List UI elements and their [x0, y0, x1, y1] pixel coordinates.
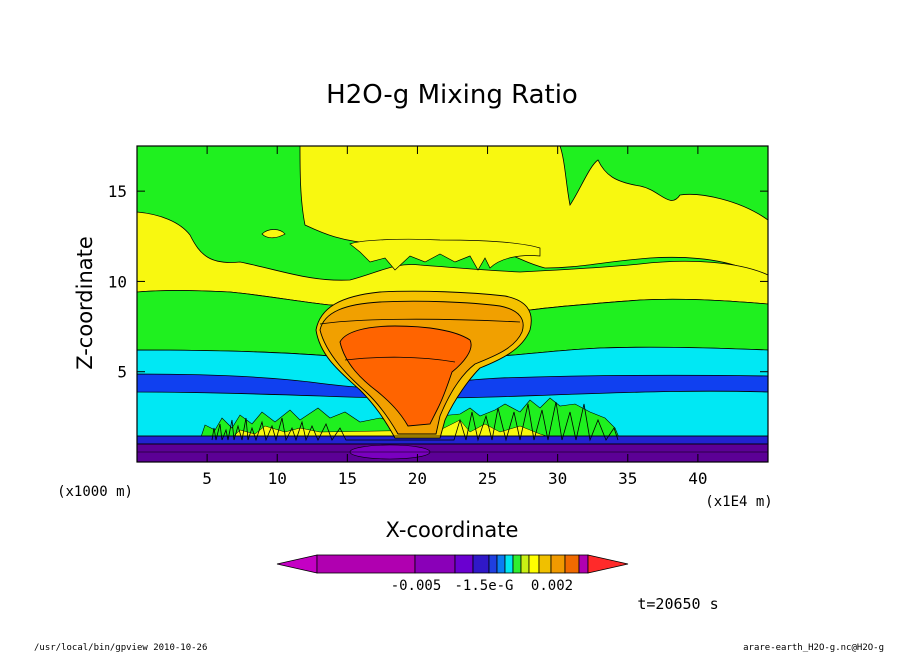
footer-left: /usr/local/bin/gpview 2010-10-26 — [34, 643, 207, 653]
x-tick-label: 10 — [268, 469, 287, 488]
anvil-red-orange — [339, 325, 472, 427]
plot-frame — [136, 145, 769, 463]
x-tick-label: 35 — [618, 469, 637, 488]
y-tick-label: 15 — [108, 182, 127, 201]
time-label: t=20650 s — [637, 595, 718, 613]
x-tick-label: 30 — [548, 469, 567, 488]
colorbar-segment — [520, 554, 530, 574]
x-unit-label: (x1E4 m) — [705, 494, 772, 510]
colorbar-segment — [472, 554, 490, 574]
colorbar-segment — [504, 554, 514, 574]
x-axis-ticks: 5 10 15 20 25 30 35 40 — [202, 146, 708, 488]
x-tick-label: 5 — [202, 469, 212, 488]
colorbar-label-1: -0.005 — [391, 578, 442, 594]
colorbar-segment — [550, 554, 566, 574]
core-contour-line-2 — [344, 356, 456, 363]
surface-noise — [211, 401, 619, 442]
y-tick-label: 5 — [117, 363, 127, 382]
colorbar-segment — [316, 554, 416, 574]
colorbar-overflow-triangle — [587, 554, 629, 574]
x-tick-label: 40 — [688, 469, 707, 488]
colorbar-segment — [538, 554, 552, 574]
colorbar-segment — [512, 554, 522, 574]
x-tick-label: 25 — [478, 469, 497, 488]
y-axis-title: Z-coordinate — [73, 236, 97, 370]
band-purple-base — [137, 443, 768, 462]
x-tick-label: 15 — [338, 469, 357, 488]
y-tick-label: 10 — [108, 272, 127, 291]
x-axis-title: X-coordinate — [386, 518, 519, 542]
colorbar-segment — [488, 554, 498, 574]
colorbar-segment — [578, 554, 589, 574]
chart-title: H2O-g Mixing Ratio — [326, 80, 578, 110]
colorbar-label-3: 0.002 — [531, 578, 573, 594]
left-fragment — [261, 229, 286, 239]
colorbar-underflow-triangle — [276, 554, 318, 574]
colorbar-segment — [414, 554, 456, 574]
footer-right: arare-earth_H2O-g.nc@H2O-g — [743, 643, 884, 653]
core-contour-line — [319, 318, 521, 325]
colorbar — [276, 554, 629, 574]
colorbar-segment — [564, 554, 580, 574]
contour-field — [137, 146, 768, 462]
upper-fragments — [349, 238, 541, 271]
colorbar-label-2: -1.5e-G — [454, 578, 513, 594]
colorbar-segment — [528, 554, 540, 574]
colorbar-segment — [496, 554, 506, 574]
colorbar-segment — [454, 554, 474, 574]
y-unit-label: (x1000 m) — [57, 484, 133, 500]
y-axis-ticks: 5 10 15 — [108, 182, 768, 382]
band-yellow-low — [229, 419, 561, 441]
x-tick-label: 20 — [408, 469, 427, 488]
